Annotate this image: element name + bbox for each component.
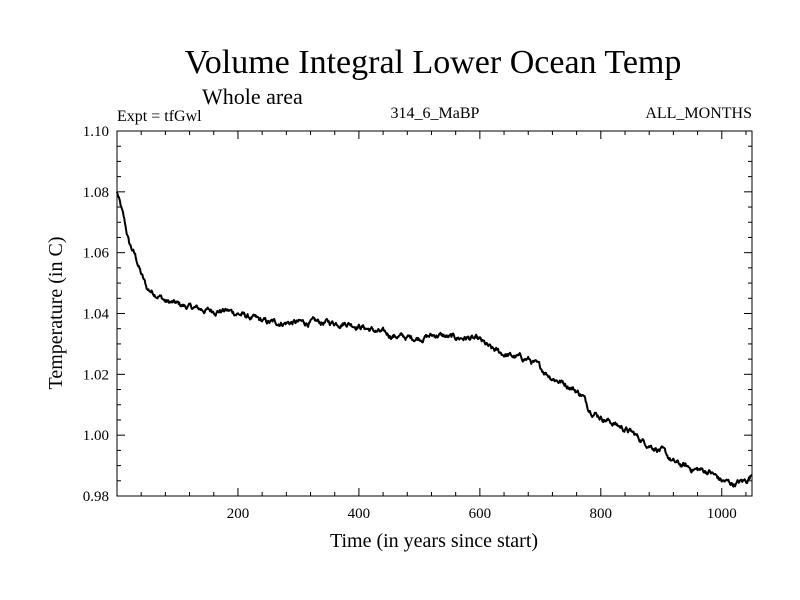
y-tick-label: 1.04 bbox=[83, 307, 110, 323]
y-tick-label: 0.98 bbox=[83, 489, 109, 505]
y-tick-label: 1.00 bbox=[83, 428, 109, 444]
y-tick-label: 1.08 bbox=[83, 185, 109, 201]
months-label: ALL_MONTHS bbox=[645, 105, 752, 122]
plot-frame bbox=[116, 130, 753, 497]
x-axis-ticks: 200 400 600 800 1000 bbox=[116, 131, 747, 522]
y-axis-label: Temperature (in C) bbox=[45, 237, 67, 390]
x-tick-label: 1000 bbox=[707, 506, 737, 522]
x-axis-label: Time (in years since start) bbox=[330, 530, 538, 552]
x-tick-label: 200 bbox=[227, 506, 250, 522]
x-tick-label: 400 bbox=[348, 506, 371, 522]
series-line bbox=[116, 191, 753, 488]
x-tick-label: 600 bbox=[469, 506, 492, 522]
expt-label: Expt = tfGwl bbox=[117, 108, 202, 125]
chart-title: Volume Integral Lower Ocean Temp bbox=[185, 44, 682, 81]
y-tick-label: 1.06 bbox=[83, 246, 110, 262]
y-axis-ticks: 0.98 1.00 1.02 1.04 1.06 1.08 1.10 bbox=[83, 124, 752, 505]
x-tick-label: 800 bbox=[590, 506, 613, 522]
run-label: 314_6_MaBP bbox=[391, 105, 480, 122]
chart-subtitle: Whole area bbox=[202, 84, 303, 109]
y-tick-label: 1.02 bbox=[83, 367, 109, 383]
y-tick-label: 1.10 bbox=[83, 124, 109, 140]
